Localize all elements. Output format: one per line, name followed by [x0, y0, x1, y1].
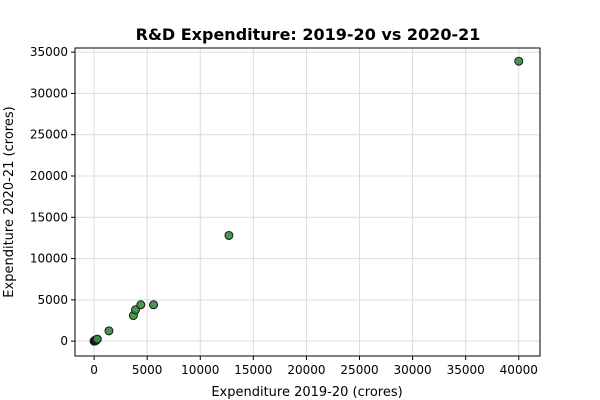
x-tick-label: 10000 — [181, 363, 219, 377]
chart-title: R&D Expenditure: 2019-20 vs 2020-21 — [136, 25, 481, 44]
y-tick-label: 20000 — [30, 169, 68, 183]
data-point — [149, 300, 159, 310]
y-tick-label: 25000 — [30, 128, 68, 142]
y-tick-label: 15000 — [30, 210, 68, 224]
x-tick-label: 40000 — [500, 363, 538, 377]
x-tick-label: 15000 — [234, 363, 272, 377]
data-point — [224, 230, 234, 240]
x-tick-label: 35000 — [447, 363, 485, 377]
y-tick-label: 5000 — [37, 293, 68, 307]
data-point — [514, 56, 524, 66]
x-tick-label: 5000 — [132, 363, 163, 377]
plot-area-frame — [74, 47, 541, 357]
y-axis-label: Expenditure 2020-21 (crores) — [2, 106, 17, 297]
x-tick-label: 25000 — [340, 363, 378, 377]
x-tick-label: 30000 — [394, 363, 432, 377]
y-tick-label: 0 — [60, 334, 68, 348]
data-point — [92, 334, 102, 344]
y-tick-label: 30000 — [30, 86, 68, 100]
y-tick-label: 35000 — [30, 45, 68, 59]
y-tick-label: 10000 — [30, 252, 68, 266]
axis-ticks: 0 5000 10000 15000 20000 25000 30000 35000 40000… — [30, 45, 538, 377]
data-point — [136, 300, 146, 310]
x-tick-label: 20000 — [287, 363, 325, 377]
grid-lines — [75, 48, 540, 356]
data-point — [104, 326, 114, 336]
x-tick-label: 0 — [90, 363, 98, 377]
x-axis-label: Expenditure 2019-20 (crores) — [211, 385, 402, 400]
data-points — [89, 56, 524, 346]
